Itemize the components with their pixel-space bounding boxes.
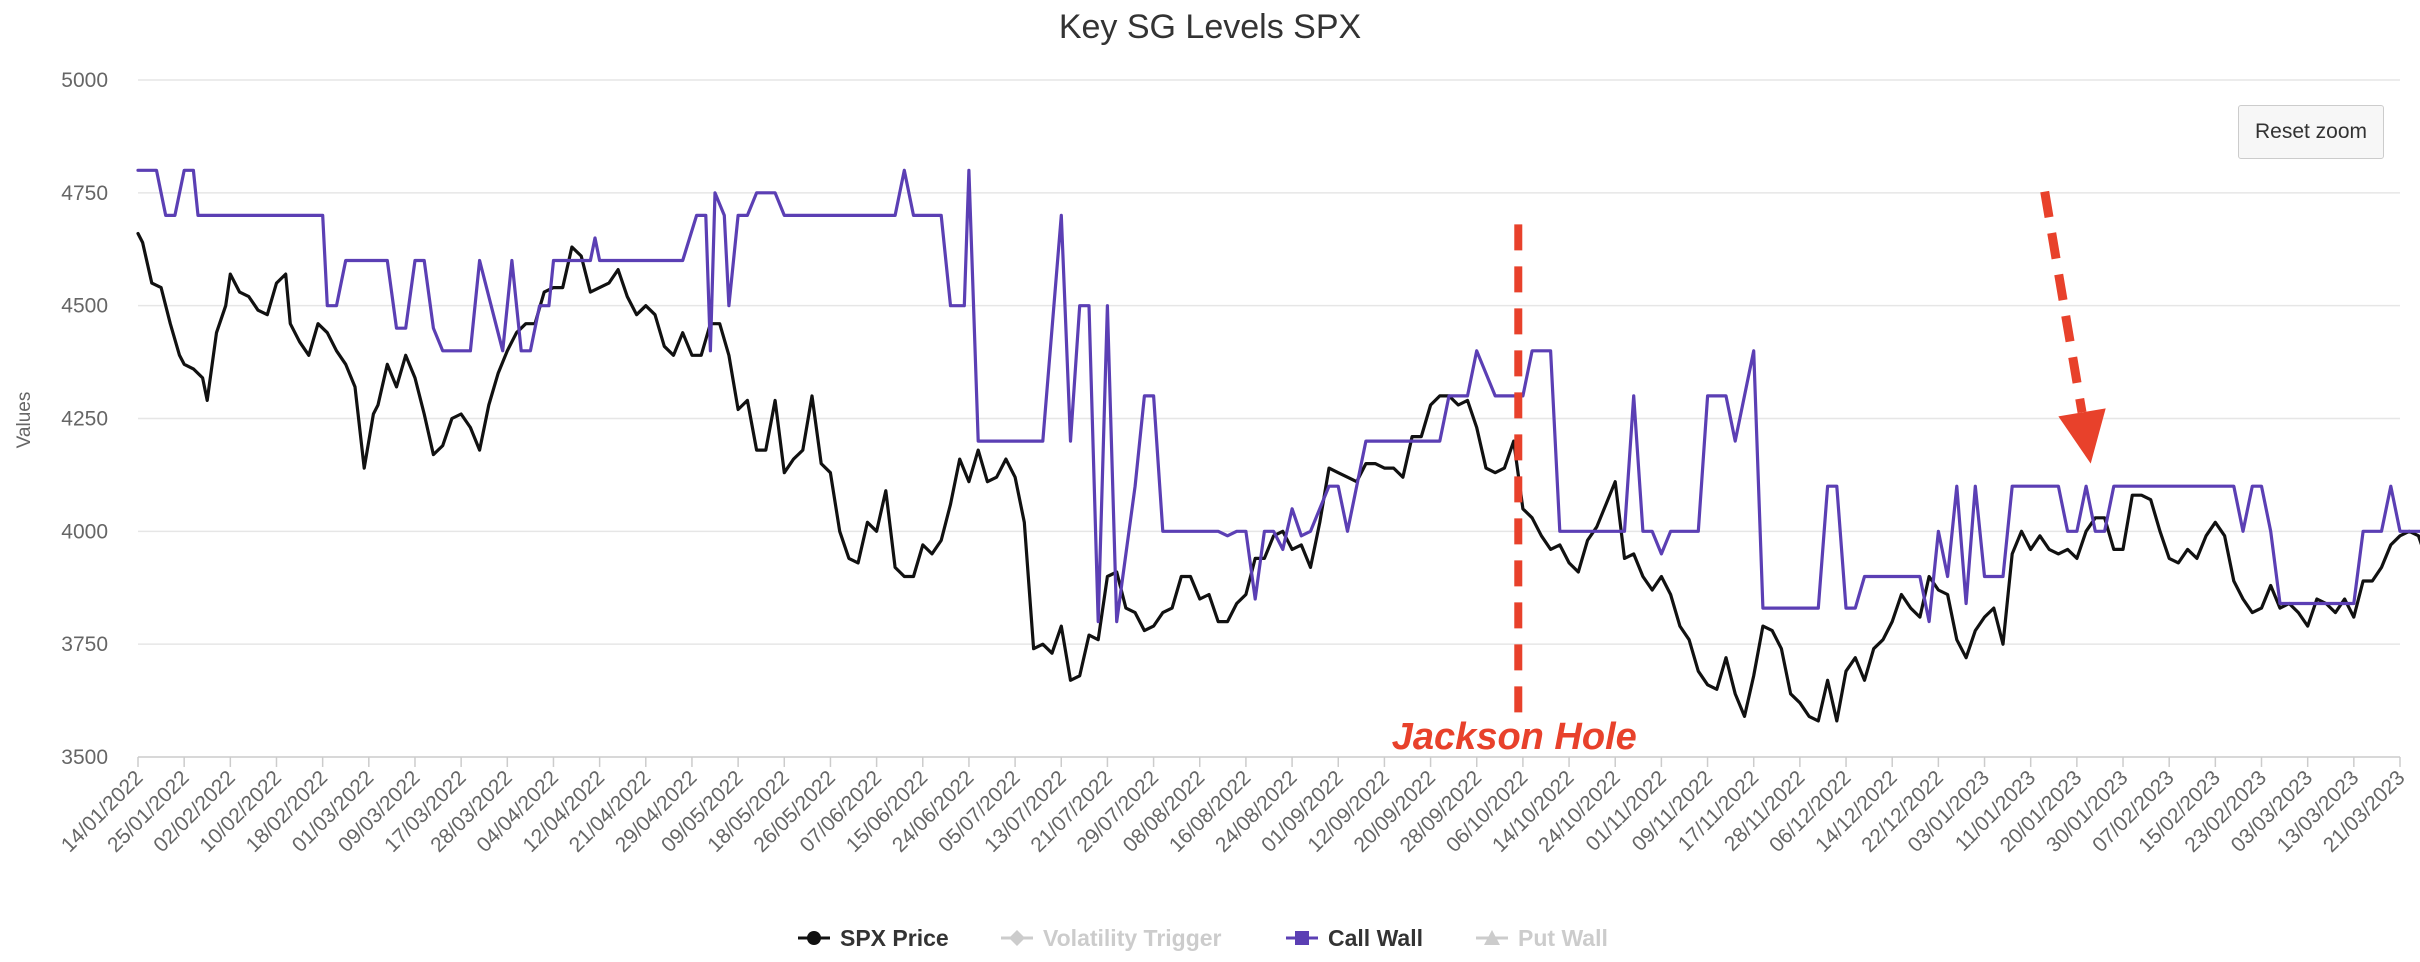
legend-item-volatility-trigger[interactable]: Volatility Trigger: [1001, 925, 1222, 951]
y-tick-label: 4250: [61, 408, 108, 431]
y-tick-label: 3500: [61, 746, 108, 769]
chart-title: Key SG Levels SPX: [1059, 8, 1361, 46]
series-layer: [136, 168, 2420, 723]
annotation-arrow-shaft: [2040, 190, 2087, 414]
legend-label: SPX Price: [840, 925, 949, 951]
annotation-layer: Jackson Hole: [1392, 190, 2106, 758]
y-tick-label: 4750: [61, 182, 108, 205]
legend-square-marker: [1295, 931, 1309, 945]
x-axis: 14/01/202225/01/202202/02/202210/02/2022…: [57, 757, 2410, 857]
legend-triangle-marker: [1484, 930, 1500, 945]
legend-label: Call Wall: [1328, 925, 1423, 951]
y-axis-label: Values: [14, 392, 35, 449]
reset-zoom-button[interactable]: Reset zoom: [2238, 105, 2384, 159]
annotation-arrow-head: [2058, 408, 2106, 464]
series-line-call-wall: [136, 168, 2420, 624]
jackson-hole-label: Jackson Hole: [1392, 716, 1637, 758]
y-axis: 3500 3750 4000 4250 4500 4750 5000: [61, 69, 108, 769]
y-tick-label: 4000: [61, 520, 108, 543]
legend-circle-marker: [807, 931, 821, 945]
legend-label: Volatility Trigger: [1043, 925, 1222, 951]
y-tick-label: 3750: [61, 633, 108, 656]
y-tick-label: 5000: [61, 69, 108, 92]
legend-item-call-wall[interactable]: Call Wall: [1286, 925, 1423, 951]
y-tick-label: 4500: [61, 295, 108, 318]
legend-item-spx-price[interactable]: SPX Price: [798, 925, 949, 951]
legend-item-put-wall[interactable]: Put Wall: [1476, 925, 1608, 951]
legend-label: Put Wall: [1518, 925, 1608, 951]
legend: SPX Price Volatility Trigger Call Wall Put …: [798, 925, 1608, 951]
series-line-spx-price: [136, 231, 2420, 723]
legend-diamond-marker: [1009, 930, 1025, 946]
